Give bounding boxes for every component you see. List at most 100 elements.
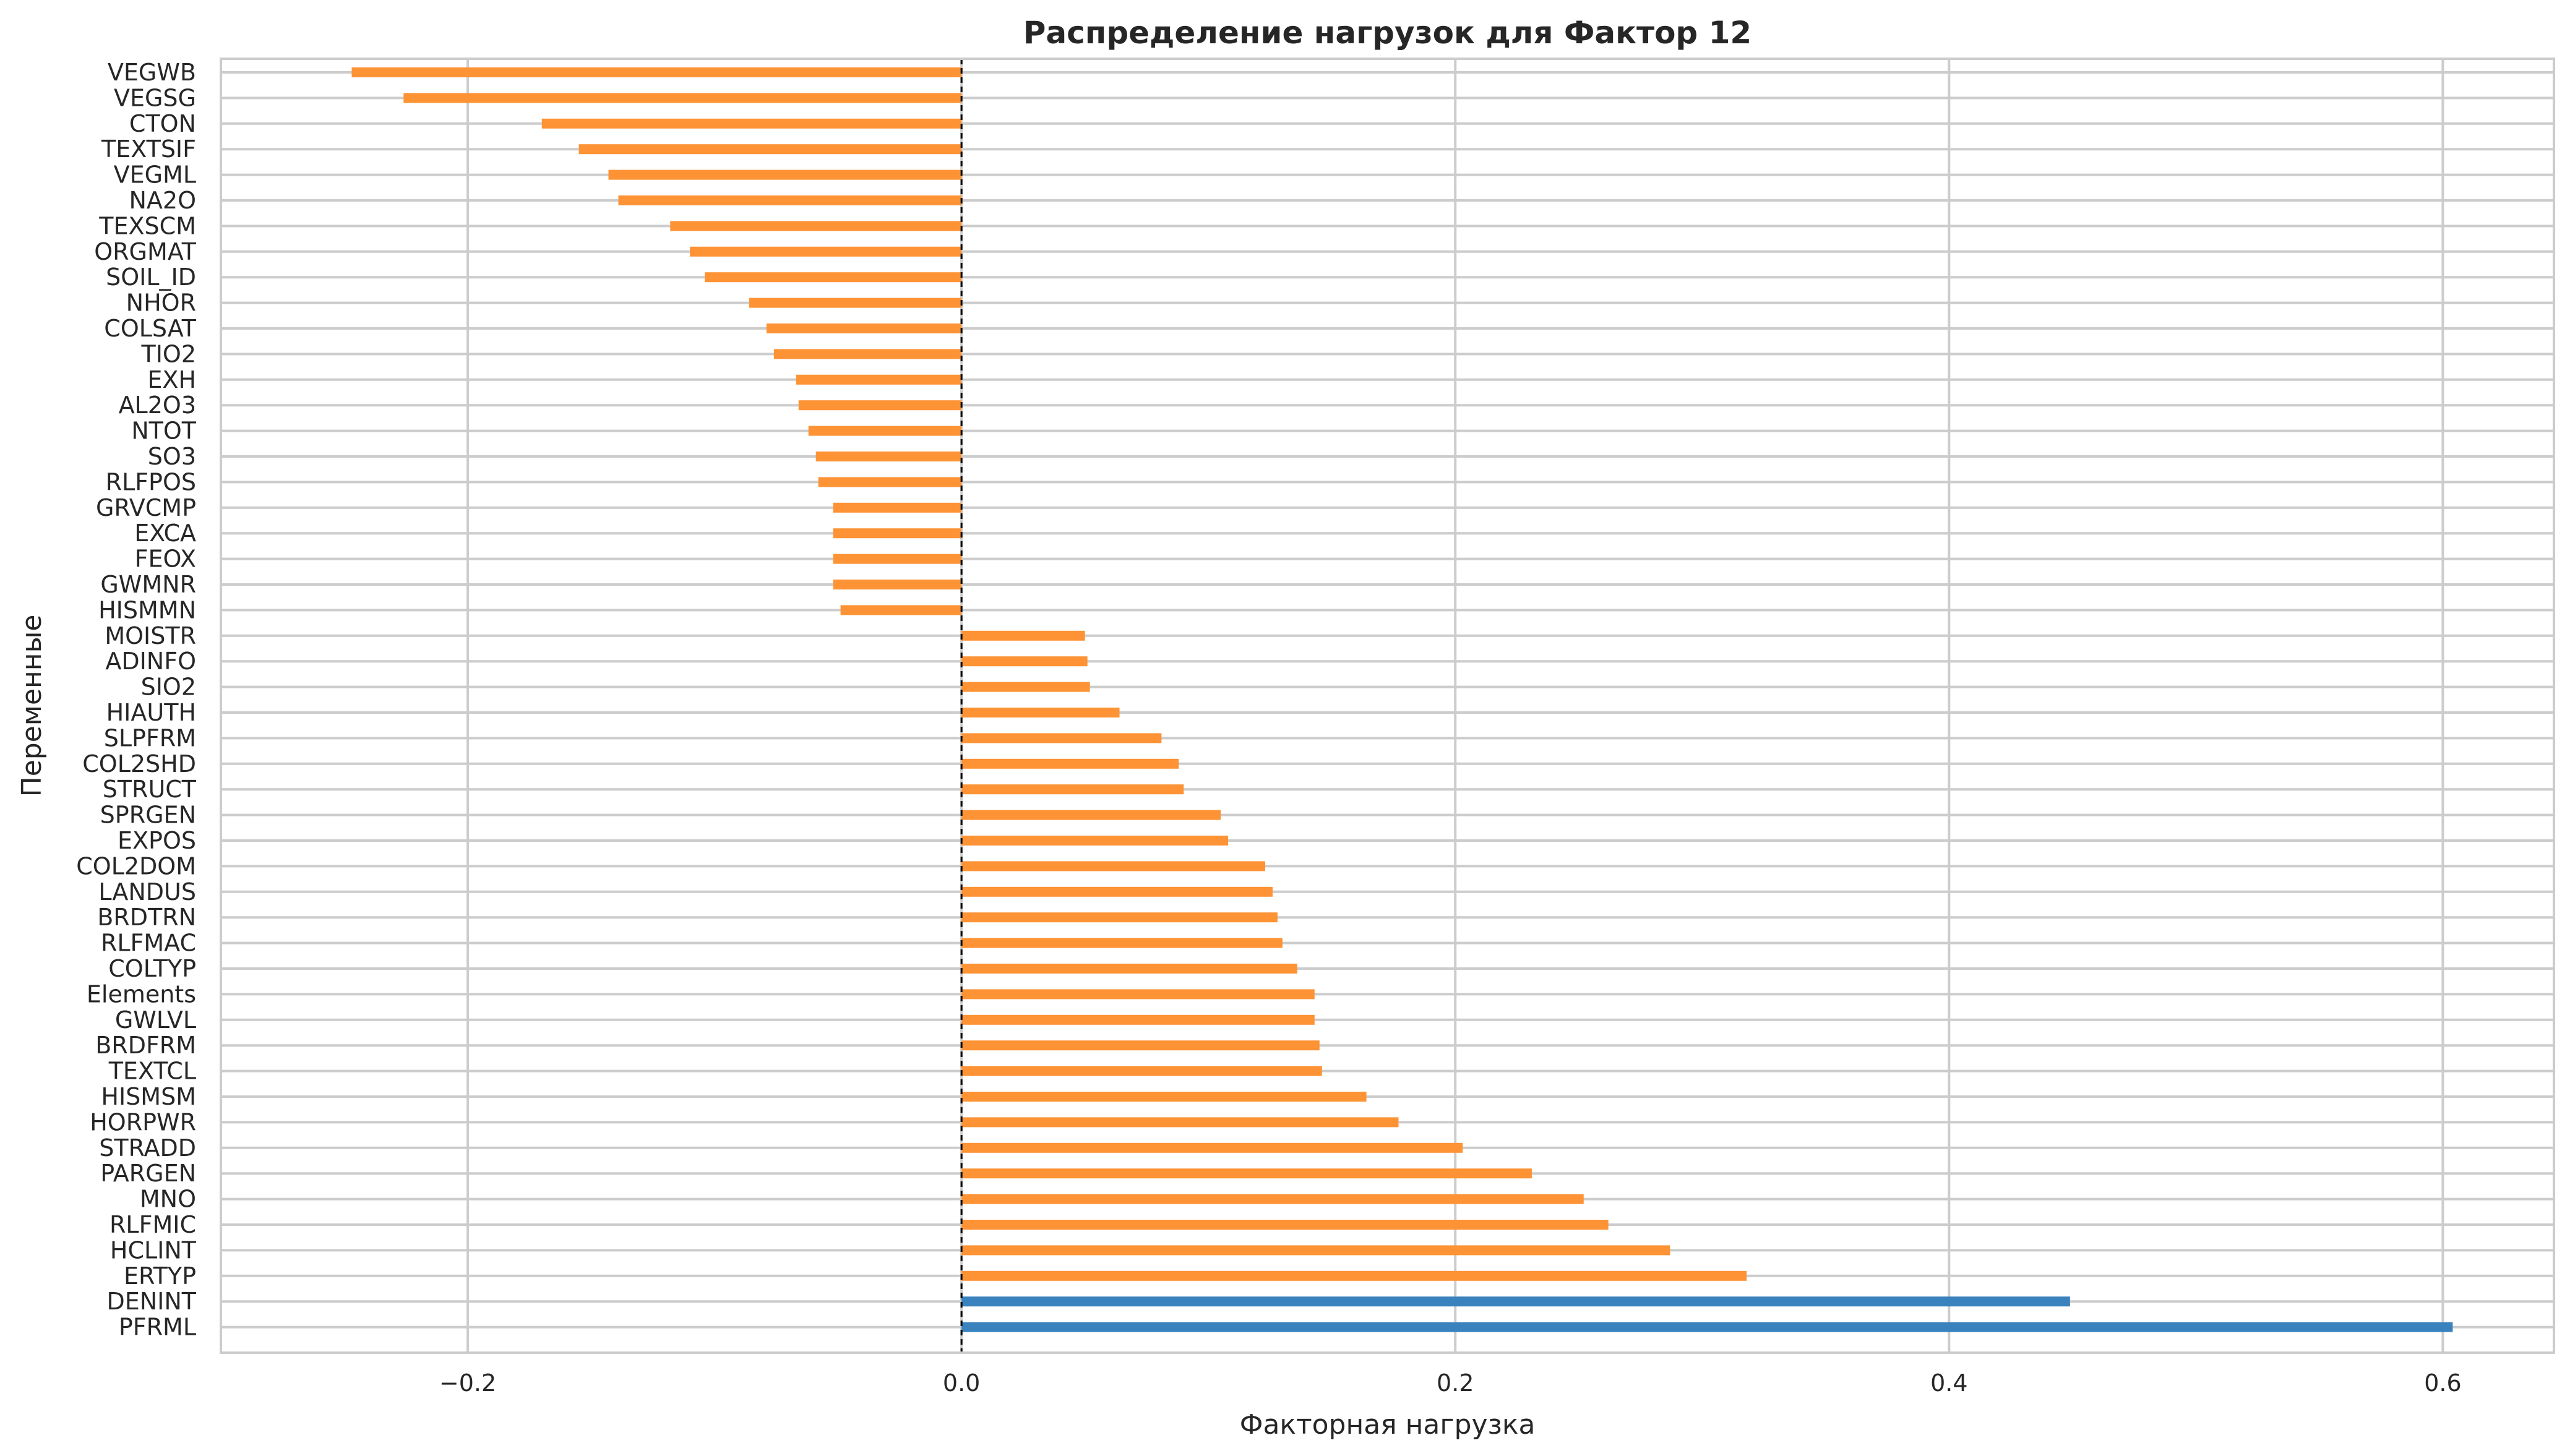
bar-hclint bbox=[961, 1245, 1670, 1256]
y-tick-label: MNO bbox=[140, 1186, 196, 1213]
bar-col2shd bbox=[961, 758, 1179, 769]
bar-denint bbox=[961, 1296, 2070, 1307]
y-tick-label: TEXSCM bbox=[98, 212, 196, 239]
bar-vegwb bbox=[351, 67, 962, 77]
bar-orgmat bbox=[690, 246, 962, 257]
y-tick-label: HORPWR bbox=[90, 1108, 196, 1136]
bar-textsif bbox=[578, 144, 962, 155]
y-tick-label: GWLVL bbox=[115, 1006, 196, 1034]
y-tick-label: COL2DOM bbox=[76, 852, 196, 880]
bar-exca bbox=[833, 528, 962, 539]
bar-exh bbox=[796, 374, 962, 385]
y-tick-label: BRDFRM bbox=[95, 1032, 196, 1059]
y-tick-label: SIO2 bbox=[141, 674, 196, 701]
y-tick-label: TIO2 bbox=[140, 340, 196, 367]
bar-coltyp bbox=[961, 964, 1297, 974]
y-tick-label: SOIL_ID bbox=[106, 263, 196, 291]
y-tick-label: STRUCT bbox=[103, 776, 197, 803]
y-tick-label: SLPFRM bbox=[104, 724, 196, 752]
bar-na2o bbox=[618, 195, 962, 205]
y-tick-label: Elements bbox=[87, 980, 196, 1008]
y-tick-label: AL2O3 bbox=[119, 392, 196, 419]
y-tick-label: MOISTR bbox=[105, 622, 196, 649]
bar-vegml bbox=[608, 169, 962, 180]
bar-ertyp bbox=[961, 1270, 1747, 1281]
bar-adinfo bbox=[961, 656, 1088, 667]
y-axis-label: Переменные bbox=[16, 615, 48, 797]
y-tick-label: NA2O bbox=[129, 187, 196, 214]
x-tick-label: −0.2 bbox=[439, 1369, 496, 1397]
y-tick-label: RLFMAC bbox=[101, 930, 196, 957]
bar-rlfmac bbox=[961, 938, 1283, 948]
bar-nhor bbox=[749, 298, 962, 308]
bar-sio2 bbox=[961, 682, 1090, 692]
x-tick-label: 0.4 bbox=[1930, 1369, 1967, 1397]
bar-horpwr bbox=[961, 1117, 1399, 1128]
y-tick-label: CTON bbox=[129, 110, 196, 137]
bar-slpfrm bbox=[961, 733, 1162, 743]
bar-feox bbox=[833, 554, 962, 564]
bars bbox=[351, 67, 2453, 1332]
x-tick-label: 0.2 bbox=[1437, 1369, 1474, 1397]
y-tick-label: RLFMIC bbox=[110, 1211, 196, 1238]
bar-rlfpos bbox=[818, 477, 962, 487]
y-tick-labels: VEGWBVEGSGCTONTEXTSIFVEGMLNA2OTEXSCMORGM… bbox=[76, 59, 197, 1341]
y-tick-label: COL2SHD bbox=[82, 750, 196, 777]
bar-tio2 bbox=[773, 349, 962, 359]
chart-title: Распределение нагрузок для Фактор 12 bbox=[1023, 15, 1751, 51]
y-tick-label: HISMSM bbox=[101, 1083, 196, 1110]
y-tick-label: COLSAT bbox=[104, 315, 196, 342]
bar-struct bbox=[961, 784, 1184, 795]
bar-expos bbox=[961, 836, 1229, 846]
x-tick-label: 0.6 bbox=[2424, 1369, 2461, 1397]
x-tick-labels: −0.2 0.0 0.2 0.4 0.6 bbox=[439, 1369, 2462, 1397]
y-tick-label: ORGMAT bbox=[94, 238, 197, 265]
bar-vegsg bbox=[403, 93, 962, 103]
bar-pfrml bbox=[961, 1322, 2453, 1332]
y-tick-label: VEGML bbox=[114, 161, 196, 189]
bar-sprgen bbox=[961, 810, 1221, 820]
x-tick-label: 0.0 bbox=[943, 1369, 980, 1397]
y-tick-label: PFRML bbox=[119, 1314, 196, 1341]
bar-brdtrn bbox=[961, 912, 1278, 923]
y-tick-label: EXH bbox=[147, 366, 196, 393]
y-tick-label: GRVCMP bbox=[96, 494, 196, 521]
y-tick-label: HISMMN bbox=[98, 596, 196, 623]
bar-mno bbox=[961, 1194, 1584, 1204]
bar-hismmn bbox=[840, 605, 962, 615]
plot-frame bbox=[220, 58, 2555, 1354]
y-tick-label: RLFPOS bbox=[106, 468, 196, 495]
bar-gwlvl bbox=[961, 1014, 1315, 1025]
bar-rlfmic bbox=[961, 1220, 1609, 1230]
bar-soil-id bbox=[705, 272, 962, 283]
x-axis-label: Факторная нагрузка bbox=[1240, 1409, 1536, 1441]
bar-cton bbox=[541, 118, 962, 129]
y-tick-label: VEGSG bbox=[114, 84, 196, 111]
y-tick-label: HCLINT bbox=[110, 1236, 197, 1264]
bar-elements bbox=[961, 989, 1315, 1000]
y-tick-label: SO3 bbox=[148, 443, 196, 470]
y-tick-label: LANDUS bbox=[98, 878, 196, 906]
bar-hismsm bbox=[961, 1092, 1367, 1102]
y-tick-label: ADINFO bbox=[105, 648, 196, 675]
y-tick-label: COLTYP bbox=[108, 955, 196, 982]
bar-colsat bbox=[766, 323, 962, 333]
y-tick-label: BRDTRN bbox=[97, 904, 196, 931]
y-tick-label: TEXTSIF bbox=[101, 135, 196, 163]
bar-so3 bbox=[815, 452, 962, 461]
bar-texscm bbox=[670, 221, 962, 231]
y-tick-label: NHOR bbox=[126, 289, 196, 317]
y-tick-label: DENINT bbox=[106, 1288, 196, 1315]
y-tick-label: STRADD bbox=[99, 1134, 196, 1162]
bar-moistr bbox=[961, 630, 1085, 641]
bar-landus bbox=[961, 886, 1273, 897]
bar-gwmnr bbox=[833, 580, 962, 589]
y-tick-label: HIAUTH bbox=[106, 699, 196, 726]
y-tick-label: TEXTCL bbox=[108, 1058, 196, 1085]
bar-grvcmp bbox=[833, 502, 962, 513]
y-tick-label: EXCA bbox=[134, 520, 196, 547]
bar-hiauth bbox=[961, 708, 1120, 717]
y-tick-label: VEGWB bbox=[108, 59, 196, 86]
